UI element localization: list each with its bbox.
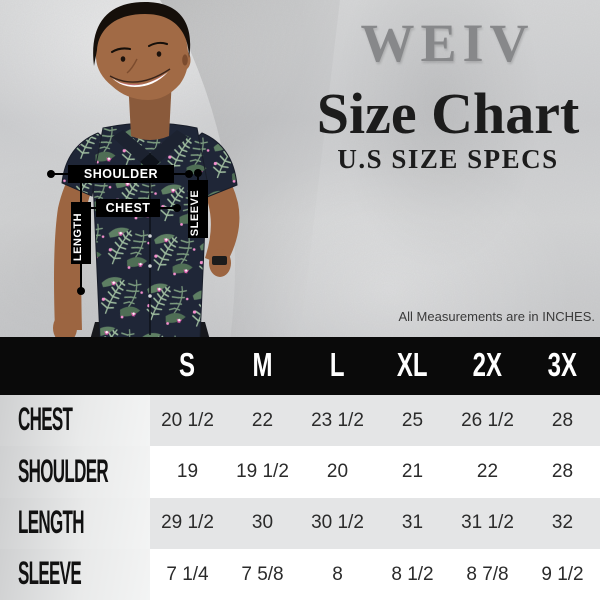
svg-text:CHEST: CHEST (106, 201, 151, 215)
svg-text:SLEEVE: SLEEVE (189, 190, 201, 236)
svg-text:SHOULDER: SHOULDER (84, 167, 158, 181)
svg-text:LENGTH: LENGTH (72, 213, 84, 261)
